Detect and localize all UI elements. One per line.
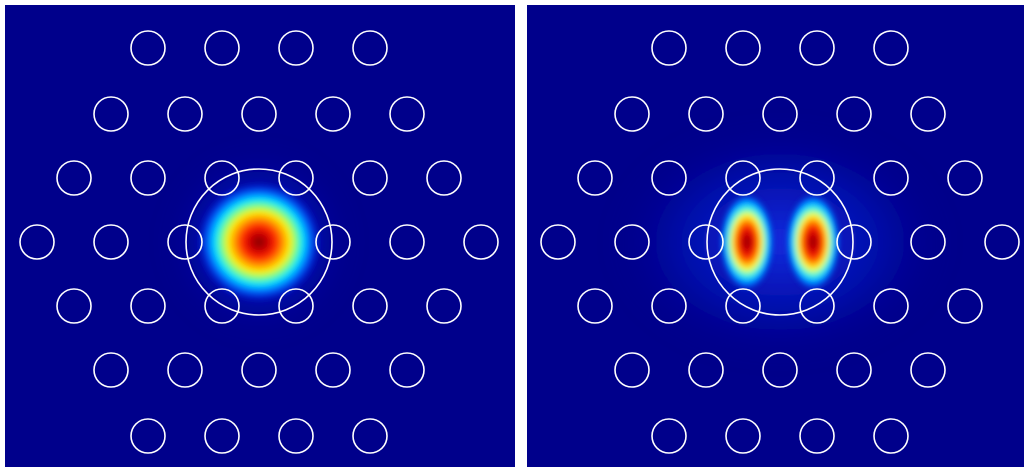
air-hole <box>947 288 983 324</box>
air-hole <box>352 288 388 324</box>
air-hole <box>93 96 129 132</box>
air-hole <box>725 288 761 324</box>
air-hole <box>93 224 129 260</box>
air-hole <box>315 352 351 388</box>
air-hole <box>315 96 351 132</box>
air-hole <box>873 30 909 66</box>
air-hole <box>130 160 166 196</box>
air-hole <box>651 160 687 196</box>
air-hole <box>389 352 425 388</box>
air-hole <box>688 96 724 132</box>
air-hole <box>836 352 872 388</box>
air-hole <box>725 160 761 196</box>
air-hole <box>651 418 687 454</box>
air-hole <box>315 224 351 260</box>
air-hole <box>799 288 835 324</box>
mode-field <box>610 122 950 362</box>
air-hole <box>204 160 240 196</box>
air-hole <box>278 288 314 324</box>
air-hole <box>873 418 909 454</box>
air-hole <box>651 288 687 324</box>
air-hole <box>799 30 835 66</box>
air-hole <box>352 30 388 66</box>
air-hole <box>426 160 462 196</box>
air-hole <box>614 352 650 388</box>
field-halo <box>610 122 950 362</box>
field-lobe-1 <box>719 192 775 292</box>
air-hole <box>614 96 650 132</box>
field-core <box>195 180 323 304</box>
air-hole <box>204 288 240 324</box>
air-hole <box>463 224 499 260</box>
core-boundary <box>706 168 854 316</box>
air-hole <box>688 352 724 388</box>
air-hole <box>278 418 314 454</box>
air-hole <box>352 160 388 196</box>
air-hole <box>873 160 909 196</box>
air-hole <box>762 352 798 388</box>
air-hole <box>167 96 203 132</box>
air-hole <box>130 288 166 324</box>
air-hole <box>910 352 946 388</box>
air-hole <box>799 418 835 454</box>
air-hole <box>762 96 798 132</box>
mode-field <box>164 147 354 337</box>
core-boundary <box>185 168 333 316</box>
air-hole <box>241 352 277 388</box>
air-hole <box>614 224 650 260</box>
air-hole <box>19 224 55 260</box>
field-lobe-2 <box>785 192 841 292</box>
air-hole <box>910 224 946 260</box>
air-hole-lattice <box>540 30 1020 454</box>
air-hole <box>93 352 129 388</box>
air-hole <box>725 30 761 66</box>
air-hole <box>577 288 613 324</box>
panel-fundamental-mode <box>5 5 515 467</box>
air-hole <box>56 288 92 324</box>
air-hole <box>836 96 872 132</box>
air-hole <box>130 30 166 66</box>
air-hole <box>278 30 314 66</box>
air-hole <box>799 160 835 196</box>
air-hole <box>352 418 388 454</box>
air-hole-lattice <box>19 30 499 454</box>
air-hole <box>910 96 946 132</box>
air-hole <box>278 160 314 196</box>
air-hole <box>241 96 277 132</box>
air-hole <box>688 224 724 260</box>
air-hole <box>130 418 166 454</box>
air-hole <box>577 160 613 196</box>
air-hole <box>167 352 203 388</box>
air-hole <box>389 224 425 260</box>
air-hole <box>426 288 462 324</box>
air-hole <box>947 160 983 196</box>
panel-higher-order-mode <box>527 5 1024 467</box>
air-hole <box>389 96 425 132</box>
air-hole <box>651 30 687 66</box>
air-hole <box>204 30 240 66</box>
air-hole <box>725 418 761 454</box>
air-hole <box>204 418 240 454</box>
air-hole <box>873 288 909 324</box>
air-hole <box>540 224 576 260</box>
air-hole <box>56 160 92 196</box>
air-hole <box>167 224 203 260</box>
air-hole <box>984 224 1020 260</box>
air-hole <box>836 224 872 260</box>
